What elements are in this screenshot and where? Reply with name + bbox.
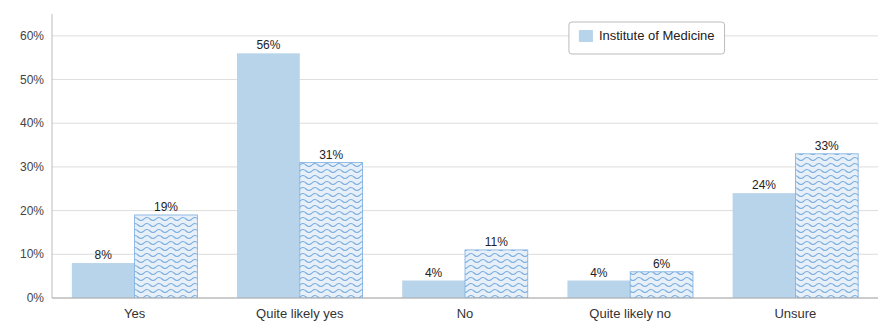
legend: Institute of Medicine — [569, 22, 725, 54]
chart: 0% 10% 20% 30% 40% 50% 60% 8% 56% 4% 4% 24% 19% 31% 11… — [0, 0, 894, 334]
legend-box — [569, 22, 725, 54]
data-label: 6% — [653, 257, 671, 271]
data-label: 19% — [154, 200, 178, 214]
data-label: 4% — [590, 266, 608, 280]
x-axis-line — [52, 298, 878, 299]
grid — [52, 36, 878, 298]
grid-line — [52, 166, 878, 167]
y-tick-label: 10% — [20, 247, 44, 261]
x-tick-label: No — [457, 306, 474, 321]
data-label: 31% — [319, 148, 343, 162]
legend-swatch — [579, 30, 593, 42]
grid-line — [52, 79, 878, 80]
grid-line — [52, 35, 878, 36]
data-label: 8% — [95, 248, 113, 262]
y-tick-label: 40% — [20, 116, 44, 130]
bar — [135, 215, 198, 298]
legend-label: Institute of Medicine — [599, 28, 715, 43]
y-tick-label: 30% — [20, 160, 44, 174]
bar — [300, 163, 363, 298]
data-labels: 8% 56% 4% 4% 24% 19% 31% 11% 6% 33% — [95, 38, 840, 279]
bar — [567, 281, 630, 298]
x-tick-label: Yes — [124, 306, 146, 321]
x-tick-label: Quite likely yes — [256, 306, 344, 321]
bar — [733, 193, 796, 298]
y-tick-label: 60% — [20, 29, 44, 43]
bar — [72, 263, 135, 298]
bar — [402, 281, 465, 298]
data-label: 11% — [485, 235, 508, 249]
bars — [72, 53, 858, 298]
grid-line — [52, 123, 878, 124]
x-tick-label: Unsure — [774, 306, 816, 321]
y-tick-label: 50% — [20, 73, 44, 87]
grid-line — [52, 298, 878, 299]
y-tick-label: 0% — [27, 291, 45, 305]
data-label: 33% — [815, 139, 839, 153]
data-label: 56% — [256, 38, 280, 52]
y-axis-line — [52, 14, 53, 298]
data-label: 4% — [425, 266, 443, 280]
bar — [465, 250, 528, 298]
x-tick-label: Quite likely no — [589, 306, 671, 321]
bar — [237, 53, 300, 298]
data-label: 24% — [752, 178, 776, 192]
bar — [630, 272, 693, 298]
bar — [795, 154, 858, 298]
y-tick-label: 20% — [20, 204, 44, 218]
